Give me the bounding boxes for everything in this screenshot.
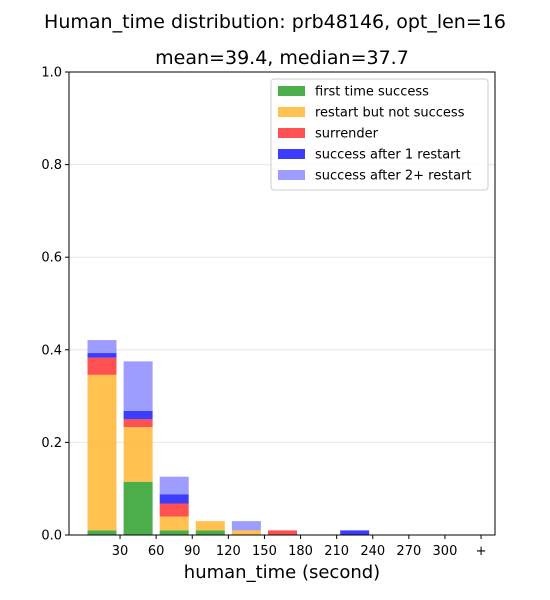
bar-segment — [123, 361, 153, 411]
x-tick-label: 30 — [112, 544, 129, 559]
legend: first time success restart but not succes… — [270, 78, 489, 191]
bar-segment — [340, 530, 370, 535]
x-tick-label: 270 — [396, 544, 421, 559]
x-tick-label: 240 — [360, 544, 385, 559]
legend-label: first time success — [315, 85, 429, 100]
bar-segment — [159, 503, 189, 517]
x-tick-label: 90 — [184, 544, 201, 559]
bar-segment — [159, 530, 189, 535]
plot-frame — [68, 71, 496, 536]
legend-swatch — [278, 86, 305, 96]
chart-title: Human_time distribution: prb48146, opt_l… — [44, 11, 506, 33]
bar-segment — [159, 476, 189, 495]
x-tick-label: 120 — [216, 544, 241, 559]
bar-segment — [231, 521, 261, 531]
y-axis: 0.0 0.2 0.4 0.6 0.8 1.0 — [41, 66, 69, 544]
bar-segment — [159, 494, 189, 504]
bar-segment — [87, 353, 117, 358]
legend-box — [270, 78, 489, 191]
y-tick-label: 0.8 — [41, 158, 62, 173]
bar-segment — [87, 530, 117, 535]
legend-swatch — [278, 128, 305, 138]
bar-segment — [231, 530, 261, 535]
y-tick-label: 0.4 — [41, 343, 62, 358]
y-tick-label: 0.2 — [41, 436, 62, 451]
y-tick-label: 0.0 — [41, 529, 62, 544]
legend-label: surrender — [315, 127, 379, 142]
chart-subtitle: mean=39.4, median=37.7 — [155, 47, 409, 69]
x-tick-label: 60 — [148, 544, 165, 559]
bar-segment — [123, 427, 153, 482]
bar-segment — [123, 410, 153, 420]
y-tick-label: 0.6 — [41, 251, 62, 266]
legend-swatch — [278, 170, 305, 180]
x-axis-label: human_time (second) — [184, 562, 380, 583]
legend-swatch — [278, 149, 305, 159]
x-tick-label: 180 — [288, 544, 313, 559]
bar-segment — [87, 374, 117, 531]
bar-segment — [195, 530, 225, 535]
x-axis: 30 60 90 120 150 180 210 240 270 300 + — [112, 535, 487, 559]
legend-label: success after 2+ restart — [315, 169, 472, 184]
y-tick-label: 1.0 — [41, 66, 62, 81]
bar-segment — [87, 357, 117, 375]
legend-label: success after 1 restart — [315, 148, 461, 163]
bar-segment — [159, 516, 189, 531]
x-tick-label: 150 — [252, 544, 277, 559]
bar-segment — [195, 521, 225, 531]
legend-label: restart but not success — [315, 106, 465, 121]
x-tick-label: 210 — [324, 544, 349, 559]
bar-segment — [87, 340, 117, 354]
bar-segment — [268, 530, 297, 535]
x-tick-label: + — [476, 544, 487, 559]
x-tick-label: 300 — [433, 544, 458, 559]
legend-swatch — [278, 107, 305, 117]
bar-segment — [123, 419, 153, 428]
bars-layer — [87, 340, 370, 535]
bar-segment — [123, 481, 153, 535]
